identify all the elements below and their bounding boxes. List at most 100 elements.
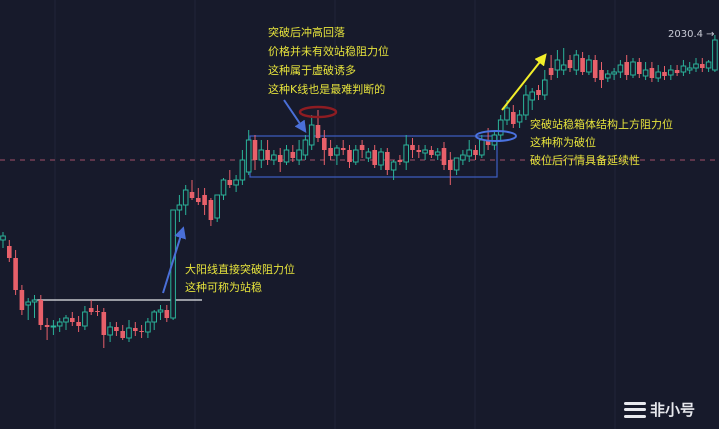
candle-body [82,311,88,327]
candle-body [611,71,617,75]
candle-down [340,140,346,155]
candle-body [258,149,265,161]
candle-down [196,188,201,205]
candle-up [705,60,712,72]
candle-body [560,64,567,71]
arrow-icon [283,99,307,133]
candle-body [25,301,31,306]
candle-up [296,140,302,165]
candle-down [44,318,50,340]
candle-down [536,85,541,100]
candle-body [170,209,176,319]
candle-body [705,61,712,69]
candle-down [114,322,119,336]
candle-up [529,88,536,110]
candle-up [302,135,309,160]
candle-down [624,55,629,80]
candle-down [290,145,296,162]
candle-body [322,138,327,150]
candle-up [611,68,617,80]
candle-down [120,325,125,340]
candle-down [328,140,333,160]
candle-up [126,320,132,342]
candle-down [359,140,365,158]
candle-body [271,154,277,161]
breakout-ellipse [475,130,517,142]
candle-body [189,192,195,198]
candle-body [642,69,649,77]
candle-body [466,149,472,157]
candle-up [453,157,460,175]
candle-body [485,140,491,145]
candle-down [265,140,270,165]
candle-up [176,195,183,222]
candle-body [176,204,183,211]
candle-body [403,144,409,163]
candle-body [107,326,113,336]
annotation-line: 大阳线直接突破阻力位 [185,263,295,276]
candle-down [202,188,207,215]
annotation-line: 这种称为破位 [530,136,596,149]
candle-body [114,327,119,331]
candle-up [542,70,548,100]
candle-body [208,200,214,220]
candle-body [70,318,75,322]
last-price-value: 2030.4 [668,29,703,40]
candle-down [19,285,25,315]
candle-up [31,295,38,318]
candle-body [624,62,629,75]
candle-body [548,68,554,75]
candle-up [151,310,157,330]
annotation-line: 突破后冲高回落 [268,26,345,39]
candle-up [693,58,699,72]
candle-down [700,58,705,72]
candle-down [277,148,283,172]
candle-body [283,149,290,163]
candle-body [76,322,81,326]
candle-up [220,178,227,200]
annotation-line: 这种K线也是最难判断的 [268,83,386,96]
candle-body [434,151,441,156]
candle-body [0,235,6,241]
candle-body [637,62,642,74]
candle-up [245,130,252,175]
candle-body [290,152,296,158]
candle-up [655,65,662,82]
candle-body [700,64,705,68]
candle-down [133,322,138,336]
candle-body [668,69,674,76]
candle-body [410,145,415,150]
candle-body [265,150,270,160]
candle-body [182,189,189,206]
candle-up [353,145,359,165]
candle-body [101,312,107,335]
candle-down [227,170,233,188]
candle-body [133,328,138,331]
candle-body [516,114,523,123]
candle-body [529,91,536,101]
candle-up [586,55,592,75]
candle-down [101,308,107,348]
candle-up [680,60,687,76]
candle-body [157,309,164,313]
candle-body [473,150,478,155]
candle-up [239,150,246,185]
candle-up [63,315,69,330]
candle-body [542,79,548,96]
candle-up [554,50,561,78]
candle-body [453,157,460,171]
candle-down [473,145,478,160]
candle-body [296,149,302,161]
candle-down [322,130,327,165]
annotation-line: 价格并未有效站稳阻力位 [268,45,389,58]
candle-down [315,110,321,142]
candle-down [208,198,214,226]
candle-body [38,300,44,325]
candle-body [44,325,50,327]
candle-body [353,149,359,163]
candle-body [592,60,598,78]
candle-body [88,308,94,312]
candle-down [416,145,422,158]
candle-body [599,70,604,80]
